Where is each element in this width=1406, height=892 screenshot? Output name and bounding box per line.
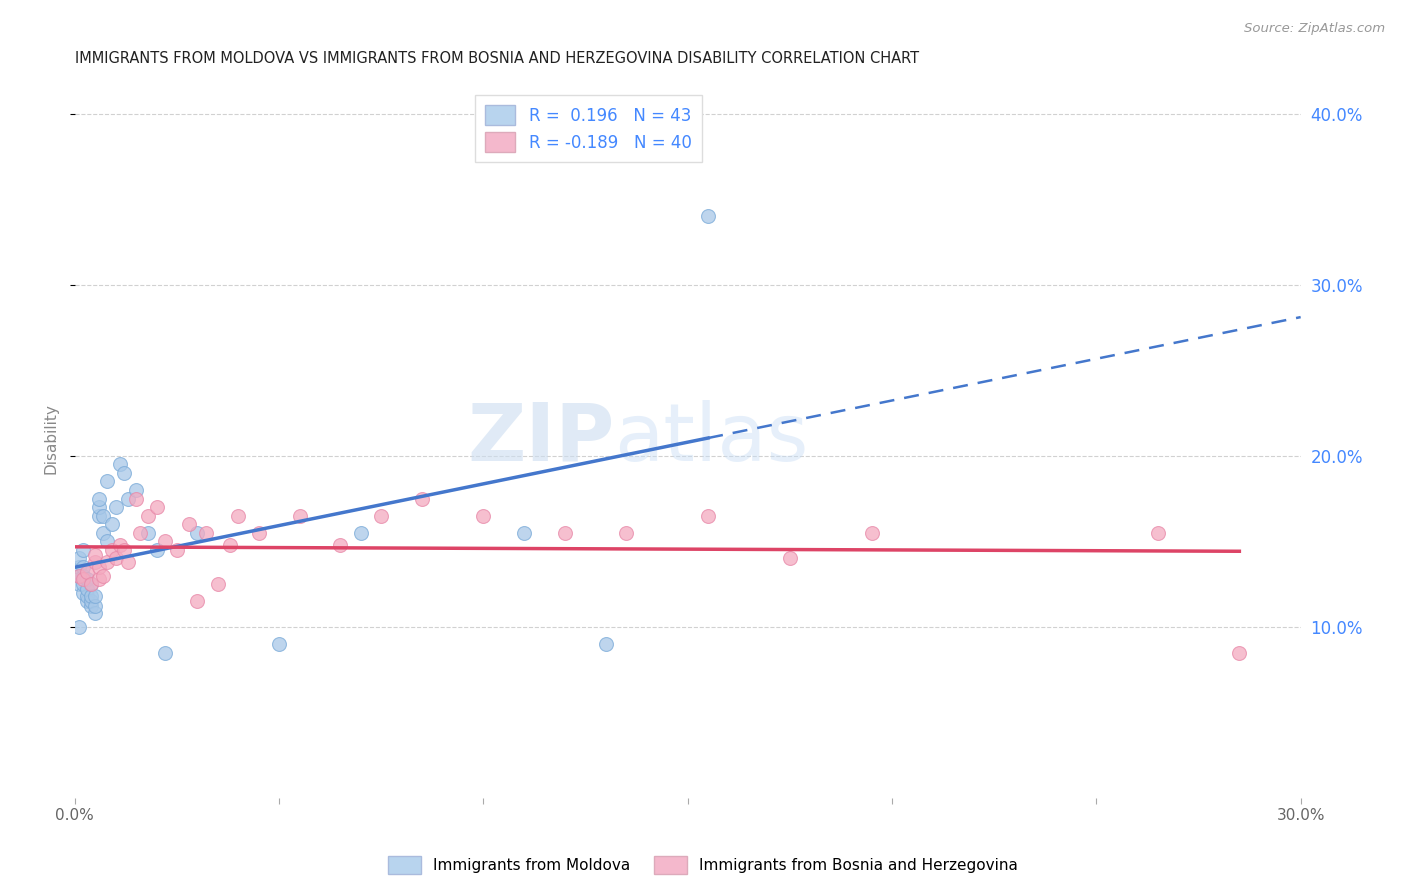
Point xyxy=(697,508,720,523)
Point xyxy=(89,500,111,515)
Point xyxy=(207,577,229,591)
Point xyxy=(129,525,152,540)
Point xyxy=(72,577,94,591)
Point xyxy=(76,582,98,597)
Point xyxy=(117,555,139,569)
Point xyxy=(554,525,576,540)
Y-axis label: Disability: Disability xyxy=(44,403,58,475)
Point xyxy=(104,500,127,515)
Legend: Immigrants from Moldova, Immigrants from Bosnia and Herzegovina: Immigrants from Moldova, Immigrants from… xyxy=(381,850,1025,880)
Point xyxy=(84,599,107,614)
Point xyxy=(72,572,94,586)
Text: ZIP: ZIP xyxy=(467,400,614,478)
Point xyxy=(67,620,90,634)
Point xyxy=(76,572,98,586)
Point xyxy=(67,560,90,574)
Point xyxy=(145,500,167,515)
Point xyxy=(84,555,107,569)
Point xyxy=(80,599,103,614)
Point xyxy=(1227,646,1250,660)
Point xyxy=(96,534,118,549)
Point xyxy=(84,548,107,562)
Point xyxy=(779,551,801,566)
Point xyxy=(112,466,135,480)
Point xyxy=(108,538,131,552)
Point xyxy=(93,525,115,540)
Point xyxy=(72,543,94,558)
Point xyxy=(269,637,291,651)
Point xyxy=(860,525,883,540)
Point xyxy=(100,517,122,532)
Point xyxy=(153,534,176,549)
Point xyxy=(595,637,617,651)
Point xyxy=(108,458,131,472)
Point xyxy=(80,577,103,591)
Text: IMMIGRANTS FROM MOLDOVA VS IMMIGRANTS FROM BOSNIA AND HERZEGOVINA DISABILITY COR: IMMIGRANTS FROM MOLDOVA VS IMMIGRANTS FR… xyxy=(75,51,920,66)
Point xyxy=(80,594,103,608)
Text: atlas: atlas xyxy=(614,400,808,478)
Text: Source: ZipAtlas.com: Source: ZipAtlas.com xyxy=(1244,22,1385,36)
Point xyxy=(186,594,208,608)
Point xyxy=(219,538,242,552)
Point xyxy=(179,517,201,532)
Legend: R =  0.196   N = 43, R = -0.189   N = 40: R = 0.196 N = 43, R = -0.189 N = 40 xyxy=(475,95,702,162)
Point xyxy=(350,525,373,540)
Point xyxy=(67,568,90,582)
Point xyxy=(370,508,392,523)
Point xyxy=(67,551,90,566)
Point xyxy=(67,568,90,582)
Point xyxy=(1146,525,1168,540)
Point xyxy=(80,589,103,603)
Point xyxy=(89,572,111,586)
Point xyxy=(411,491,433,506)
Point xyxy=(89,508,111,523)
Point xyxy=(84,607,107,621)
Point xyxy=(84,589,107,603)
Point xyxy=(67,577,90,591)
Point xyxy=(96,475,118,489)
Point xyxy=(72,560,94,574)
Point xyxy=(513,525,536,540)
Point xyxy=(112,543,135,558)
Point xyxy=(93,508,115,523)
Point xyxy=(288,508,311,523)
Point xyxy=(104,551,127,566)
Point xyxy=(194,525,217,540)
Point xyxy=(153,646,176,660)
Point xyxy=(145,543,167,558)
Point xyxy=(117,491,139,506)
Point xyxy=(138,508,160,523)
Point xyxy=(72,585,94,599)
Point xyxy=(80,577,103,591)
Point xyxy=(89,491,111,506)
Point xyxy=(76,565,98,579)
Point xyxy=(186,525,208,540)
Point xyxy=(76,594,98,608)
Point xyxy=(329,538,352,552)
Point xyxy=(138,525,160,540)
Point xyxy=(93,568,115,582)
Point xyxy=(697,209,720,223)
Point xyxy=(247,525,270,540)
Point xyxy=(472,508,495,523)
Point xyxy=(96,555,118,569)
Point xyxy=(166,543,188,558)
Point xyxy=(100,543,122,558)
Point xyxy=(89,560,111,574)
Point xyxy=(125,483,148,497)
Point xyxy=(76,589,98,603)
Point xyxy=(125,491,148,506)
Point xyxy=(226,508,249,523)
Point xyxy=(72,568,94,582)
Point xyxy=(616,525,638,540)
